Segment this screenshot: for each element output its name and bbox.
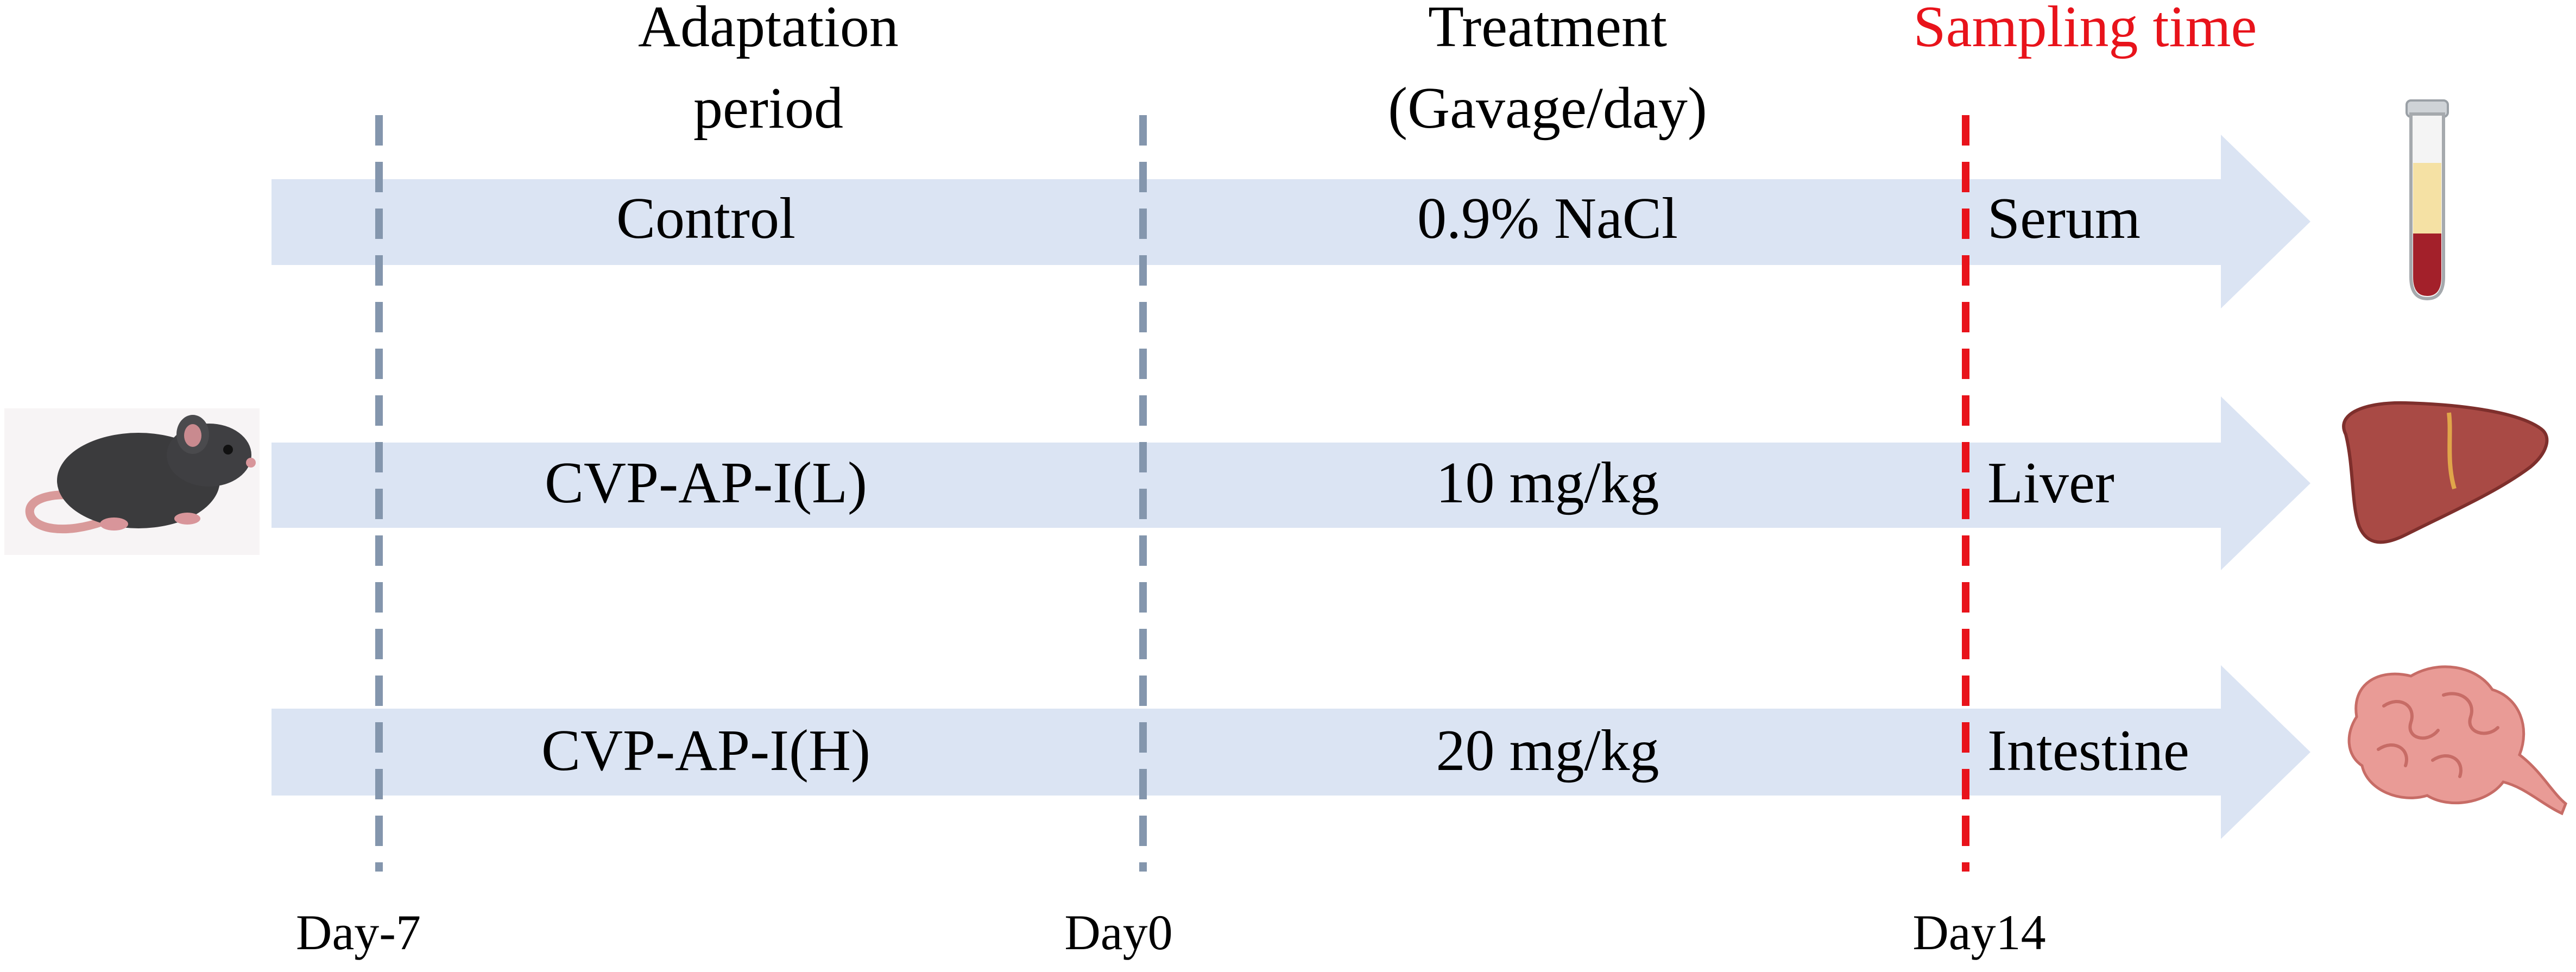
intestine-icon <box>2347 665 2567 816</box>
sampling-time-header: Sampling time <box>1914 0 2257 59</box>
dose-low: 10 mg/kg <box>1436 451 1659 515</box>
day-label-14: Day14 <box>1912 905 2045 960</box>
day-label-0: Day0 <box>1064 905 1172 960</box>
mouse-icon <box>4 408 260 555</box>
dose-control: 0.9% NaCl <box>1417 186 1678 251</box>
adaptation-header-line1: Adaptation <box>638 0 899 59</box>
group-arrow-low-dose <box>272 396 2310 570</box>
adaptation-header-line2: period <box>693 76 843 141</box>
liver-icon <box>2342 401 2549 544</box>
sample-liver: Liver <box>1987 451 2114 515</box>
dose-high: 20 mg/kg <box>1436 718 1659 783</box>
group-arrow-high-dose <box>272 665 2310 839</box>
sample-serum: Serum <box>1987 186 2141 251</box>
day-label-minus7: Day-7 <box>296 905 421 960</box>
group-name-high-dose: CVP-AP-I(H) <box>541 718 870 783</box>
group-name-control: Control <box>616 186 795 251</box>
blood-tube-icon <box>2405 99 2449 301</box>
treatment-header-line1: Treatment <box>1428 0 1667 59</box>
sample-intestine: Intestine <box>1987 718 2189 783</box>
group-arrow-control <box>272 135 2310 308</box>
treatment-header-line2: (Gavage/day) <box>1388 76 1707 141</box>
group-name-low-dose: CVP-AP-I(L) <box>545 451 867 515</box>
